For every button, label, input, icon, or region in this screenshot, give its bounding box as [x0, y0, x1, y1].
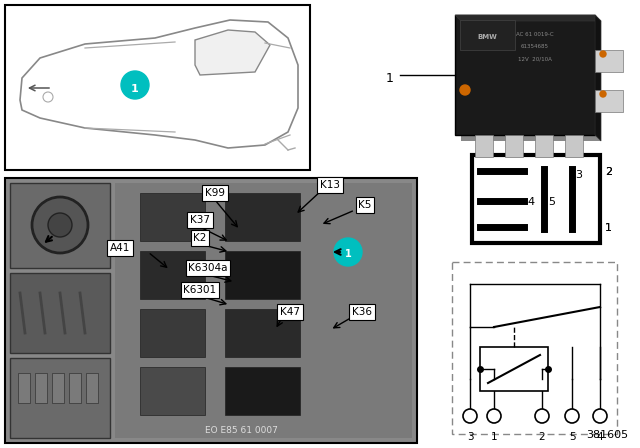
- Bar: [505, 135, 523, 157]
- Bar: [140, 309, 205, 357]
- Circle shape: [600, 91, 606, 97]
- Circle shape: [535, 409, 549, 423]
- Text: 381605: 381605: [586, 430, 628, 440]
- Bar: [455, 15, 595, 135]
- Circle shape: [463, 409, 477, 423]
- Circle shape: [487, 409, 501, 423]
- Text: 2: 2: [605, 167, 612, 177]
- Bar: [5, 5, 310, 170]
- Bar: [140, 367, 205, 415]
- Bar: [452, 262, 617, 434]
- Text: K5: K5: [358, 200, 372, 210]
- Text: EO E85 61 0007: EO E85 61 0007: [205, 426, 277, 435]
- Circle shape: [593, 409, 607, 423]
- Bar: [480, 347, 548, 391]
- Text: 5: 5: [548, 197, 555, 207]
- Text: 1: 1: [386, 73, 394, 86]
- Circle shape: [600, 51, 606, 57]
- Text: 1: 1: [491, 432, 497, 442]
- Text: 61354685: 61354685: [521, 44, 549, 49]
- Text: K13: K13: [320, 180, 340, 190]
- Bar: [69, 373, 81, 403]
- Bar: [535, 135, 553, 157]
- Circle shape: [121, 71, 149, 99]
- Bar: [472, 155, 600, 243]
- Bar: [18, 373, 30, 403]
- Circle shape: [32, 197, 88, 253]
- Bar: [225, 309, 300, 357]
- Polygon shape: [455, 15, 601, 21]
- Circle shape: [48, 213, 72, 237]
- Circle shape: [565, 409, 579, 423]
- Polygon shape: [20, 20, 298, 148]
- Text: 1: 1: [344, 249, 351, 259]
- Text: 3: 3: [575, 170, 582, 180]
- Text: A41: A41: [110, 243, 130, 253]
- Text: 4: 4: [527, 197, 534, 207]
- Text: 4: 4: [596, 432, 604, 442]
- Text: K37: K37: [190, 215, 210, 225]
- Bar: [52, 373, 64, 403]
- Text: 12V  20/10A: 12V 20/10A: [518, 56, 552, 61]
- Text: K6304a: K6304a: [188, 263, 228, 273]
- Bar: [10, 273, 110, 353]
- Polygon shape: [195, 30, 270, 75]
- Bar: [565, 135, 583, 157]
- Circle shape: [460, 85, 470, 95]
- Bar: [225, 251, 300, 299]
- Bar: [460, 20, 515, 50]
- Bar: [225, 367, 300, 415]
- Polygon shape: [595, 15, 601, 141]
- Bar: [115, 183, 412, 438]
- Text: BMW: BMW: [477, 34, 497, 40]
- Text: 1: 1: [605, 223, 612, 233]
- Bar: [10, 183, 110, 268]
- Text: 1: 1: [605, 223, 612, 233]
- Text: 1: 1: [131, 84, 139, 94]
- Bar: [140, 193, 205, 241]
- Bar: [35, 373, 47, 403]
- Text: K36: K36: [352, 307, 372, 317]
- Text: 3: 3: [467, 432, 474, 442]
- Bar: [595, 50, 623, 72]
- Bar: [461, 21, 601, 141]
- Text: 2: 2: [605, 167, 612, 177]
- Text: K47: K47: [280, 307, 300, 317]
- Bar: [475, 135, 493, 157]
- Bar: [595, 90, 623, 112]
- Text: AC 61 0019-C: AC 61 0019-C: [516, 33, 554, 38]
- Text: K2: K2: [193, 233, 207, 243]
- Bar: [225, 193, 300, 241]
- Text: K6301: K6301: [184, 285, 216, 295]
- Bar: [86, 373, 98, 403]
- Bar: [5, 178, 417, 443]
- Text: 5: 5: [569, 432, 575, 442]
- Circle shape: [334, 238, 362, 266]
- Text: K99: K99: [205, 188, 225, 198]
- Bar: [10, 358, 110, 438]
- Text: 2: 2: [539, 432, 545, 442]
- Bar: [140, 251, 205, 299]
